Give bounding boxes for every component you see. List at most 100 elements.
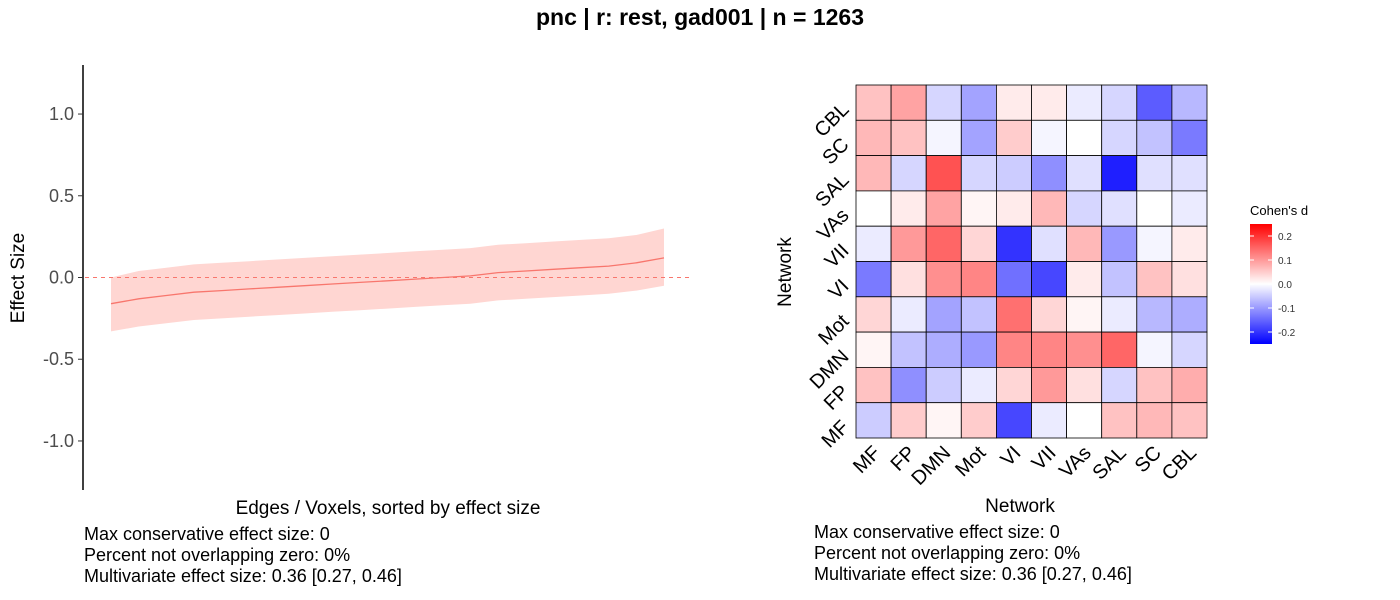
heatmap-cell xyxy=(1136,119,1173,157)
legend-tick-label: 0.0 xyxy=(1278,280,1292,291)
heatmap-cell xyxy=(1101,366,1138,404)
heatmap-cell xyxy=(1171,261,1208,298)
heatmap-cell xyxy=(890,366,927,404)
y-network-label: VAs xyxy=(813,205,853,245)
heatmap-cell xyxy=(1101,225,1138,262)
heatmap-cell xyxy=(996,296,1032,333)
right-stat-multivariate: Multivariate effect size: 0.36 [0.27, 0.… xyxy=(814,564,1132,584)
y-network-label: Mot xyxy=(814,310,853,349)
y-network-label: VI xyxy=(825,275,854,304)
heatmap-cell xyxy=(855,402,892,439)
heatmap-cell xyxy=(1101,261,1138,298)
y-tick-label: 0.5 xyxy=(49,186,74,206)
y-network-label: SAL xyxy=(811,169,853,211)
heatmap-cell xyxy=(1171,119,1208,157)
heatmap-cell xyxy=(996,261,1032,298)
heatmap-cell xyxy=(925,296,962,333)
x-network-label: VI xyxy=(997,442,1026,471)
heatmap-cell xyxy=(960,225,997,262)
heatmap-cell xyxy=(1171,225,1208,262)
heatmap-cell xyxy=(1031,225,1067,262)
y-tick-label: 1.0 xyxy=(49,104,74,124)
heatmap-cell xyxy=(1171,84,1208,121)
heatmap-cell xyxy=(925,331,962,368)
heatmap-cell xyxy=(996,119,1032,157)
heatmap-cell xyxy=(1031,331,1067,368)
heatmap-cell xyxy=(925,190,962,227)
heatmap-cell xyxy=(1066,296,1103,333)
heatmap-cell xyxy=(1031,155,1067,192)
heatmap-cell xyxy=(855,261,892,298)
heatmap-cell xyxy=(855,119,892,157)
heatmap-cell xyxy=(996,155,1032,192)
heatmap-cell xyxy=(1171,402,1208,439)
heatmap-cell xyxy=(1066,402,1103,439)
heatmap-cell xyxy=(960,402,997,439)
heatmap-cell xyxy=(890,190,927,227)
heatmap-cell xyxy=(1171,296,1208,333)
heatmap-cell xyxy=(996,331,1032,368)
heatmap-cell xyxy=(890,331,927,368)
heatmap-cell xyxy=(925,225,962,262)
heatmap-cell xyxy=(890,402,927,439)
heatmap-cell xyxy=(1066,225,1103,262)
y-tick-label: -0.5 xyxy=(43,349,74,369)
legend-tick-label: 0.2 xyxy=(1278,232,1292,243)
heatmap-cell xyxy=(960,84,997,121)
y-tick-label: 0.0 xyxy=(49,268,74,288)
x-network-label: CBL xyxy=(1158,442,1201,485)
left-stat-percent-nonzero: Percent not overlapping zero: 0% xyxy=(84,545,351,565)
heatmap-cell xyxy=(1171,155,1208,192)
left-stat-max-conservative: Max conservative effect size: 0 xyxy=(84,524,330,544)
right-stat-percent-nonzero: Percent not overlapping zero: 0% xyxy=(814,543,1081,563)
heatmap-cell xyxy=(1066,190,1103,227)
heatmap-cell xyxy=(1031,190,1067,227)
heatmap-cell xyxy=(1136,366,1173,404)
heatmap-cell xyxy=(855,84,892,121)
heatmap-cell xyxy=(890,155,927,192)
x-axis-title: Edges / Voxels, sorted by effect size xyxy=(236,498,541,519)
heatmap-cell xyxy=(1136,155,1173,192)
y-network-label: MF xyxy=(818,416,854,452)
heatmap-cell xyxy=(960,119,997,157)
heatmap-cell xyxy=(890,261,927,298)
heatmap-cell xyxy=(1136,225,1173,262)
heatmap-cell xyxy=(960,155,997,192)
effect-size-line xyxy=(110,257,665,305)
heatmap-cell xyxy=(925,155,962,192)
y-tick-label: -1.0 xyxy=(43,431,74,451)
effect-size-line-chart: -1.0 -0.5 0.0 0.5 1.0 Edges / Voxels, sorted … xyxy=(8,65,692,519)
heatmap-cell xyxy=(1171,366,1208,404)
heatmap-cell xyxy=(890,296,927,333)
legend-tick-label: -0.2 xyxy=(1278,328,1296,339)
heatmap-cell xyxy=(1136,84,1173,121)
heatmap-cell xyxy=(1101,296,1138,333)
heatmap-cell xyxy=(1066,155,1103,192)
heatmap-cell xyxy=(1031,402,1067,439)
heatmap-cell xyxy=(996,190,1032,227)
heatmap-cell xyxy=(960,366,997,404)
heatmap-cell xyxy=(1066,366,1103,404)
heatmap-cell xyxy=(1101,331,1138,368)
heatmap-cell xyxy=(1066,261,1103,298)
heatmap-cell xyxy=(1171,331,1208,368)
cohens-d-legend: Cohen's d 0.2 0.1 0.0 -0.1 -0.2 xyxy=(1250,203,1308,344)
heatmap-cell xyxy=(1066,119,1103,157)
heatmap-cell xyxy=(1136,402,1173,439)
x-network-label: SAL xyxy=(1088,442,1130,484)
left-stat-multivariate: Multivariate effect size: 0.36 [0.27, 0.… xyxy=(84,566,402,586)
heatmap-cell xyxy=(925,366,962,404)
heatmap-cell xyxy=(1101,155,1138,192)
heatmap-cell xyxy=(855,296,892,333)
heatmap-cell xyxy=(1031,296,1067,333)
heatmap-cell xyxy=(855,155,892,192)
x-network-label: MF xyxy=(849,442,885,478)
heatmap-x-axis-title: Network xyxy=(985,496,1055,517)
heatmap-cell xyxy=(890,84,927,121)
heatmap-cell xyxy=(960,261,997,298)
heatmap-cell xyxy=(890,225,927,262)
heatmap-cell xyxy=(1136,331,1173,368)
heatmap-cell xyxy=(925,119,962,157)
